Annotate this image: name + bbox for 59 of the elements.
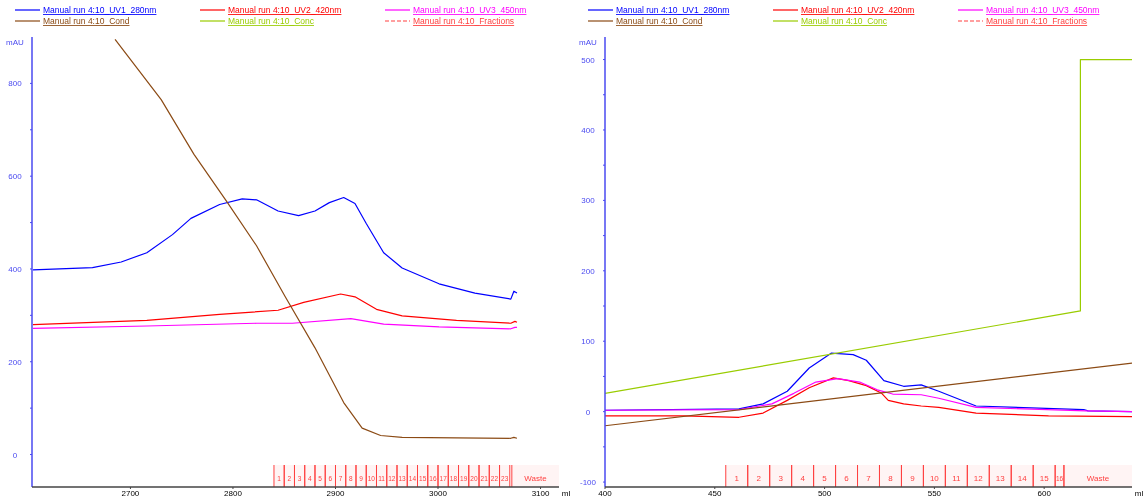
y-tick-label: 300 (581, 196, 596, 206)
line-series (32, 196, 518, 300)
y-tick-label: -100 (579, 478, 597, 488)
band-label: 8 (888, 474, 894, 483)
legend-label: Manual run 4:10_Conc (801, 16, 888, 26)
band-label: 1 (734, 474, 740, 483)
x-tick-label: 3100 (531, 489, 550, 497)
band-label: 13 (995, 474, 1006, 483)
y-tick-label: 600 (8, 172, 23, 182)
y-tick-label: 0 (585, 407, 591, 417)
legend-label: Manual run 4:10_UV3_450nm (413, 5, 527, 15)
x-tick-label: 600 (1037, 489, 1052, 497)
x-tick-label: 2800 (224, 489, 243, 497)
legend-label: Manual run 4:10_UV1_280nm (43, 5, 157, 15)
legend-label: Manual run 4:10_UV3_450nm (986, 5, 1100, 15)
y-tick-label: 200 (581, 266, 596, 276)
y-tick-label: 400 (8, 264, 23, 274)
band-label: 9 (910, 474, 916, 483)
x-axis-title: ml (1134, 489, 1144, 497)
band-label: 10 (929, 474, 940, 483)
x-tick-label: 2900 (326, 489, 345, 497)
band-label: 7 (866, 474, 872, 483)
y-tick-label: 0 (12, 450, 18, 460)
line-series (114, 38, 518, 439)
band-label: 4 (800, 474, 806, 483)
band-label: Waste (524, 474, 548, 483)
x-tick-label: 400 (598, 489, 613, 497)
x-tick-label: 500 (817, 489, 832, 497)
legend-label: Manual run 4:10_Fractions (986, 16, 1088, 26)
band-label: 12 (973, 474, 984, 483)
x-tick-label: 2700 (121, 489, 140, 497)
band-label: 15 (1039, 474, 1050, 483)
y-tick-label: 500 (581, 55, 596, 65)
legend-label: Manual run 4:10_Conc (228, 16, 315, 26)
y-axis-title: mAU (579, 38, 598, 47)
x-tick-label: 3000 (429, 489, 448, 497)
legend-label: Manual run 4:10_UV1_280nm (616, 5, 730, 15)
x-axis-title: ml (561, 489, 571, 497)
y-tick-label: 800 (8, 79, 23, 89)
band-label: 5 (822, 474, 828, 483)
legend-label: Manual run 4:10_Cond (43, 16, 130, 26)
band-label: 6 (844, 474, 850, 483)
legend-label: Manual run 4:10_UV2_420nm (228, 5, 342, 15)
x-tick-label: 450 (708, 489, 723, 497)
y-axis-title: mAU (6, 38, 25, 47)
line-series (32, 318, 518, 330)
y-tick-label: 200 (8, 357, 23, 367)
legend-label: Manual run 4:10_UV2_420nm (801, 5, 915, 15)
x-tick-label: 550 (927, 489, 942, 497)
band-label: 3 (778, 474, 784, 483)
legend-label: Manual run 4:10_Cond (616, 16, 703, 26)
band-label: 11 (952, 474, 962, 483)
y-tick-label: 100 (581, 337, 596, 347)
line-series (32, 293, 518, 326)
band-label: 14 (1017, 474, 1028, 483)
band-label: 2 (756, 474, 762, 483)
legend-label: Manual run 4:10_Fractions (413, 16, 515, 26)
band-label: Waste (1086, 474, 1110, 483)
y-tick-label: 400 (581, 125, 596, 135)
